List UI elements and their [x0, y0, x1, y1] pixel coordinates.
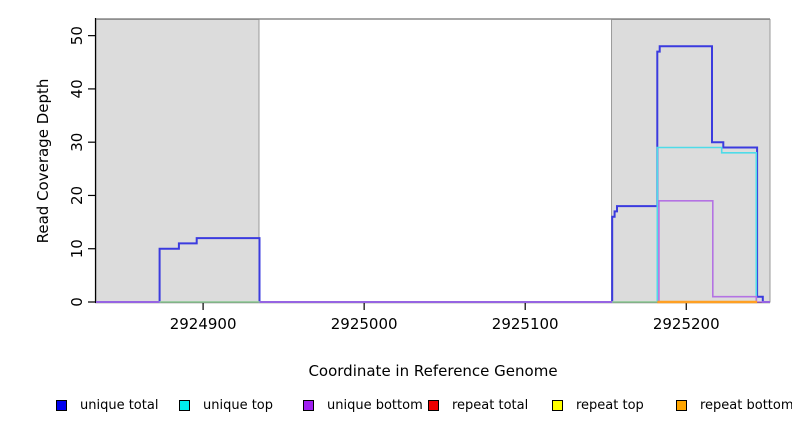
legend-item-unique-top: unique top [179, 396, 273, 414]
series-line [656, 146, 758, 302]
unique-total-swatch-icon [56, 399, 67, 411]
y-axis-title: Read Coverage Depth [34, 78, 52, 244]
y-tick-label: 40 [68, 79, 86, 98]
legend-item-unique-total: unique total [56, 396, 158, 414]
x-tick-label: 2925200 [653, 315, 720, 333]
legend-item-repeat-total: repeat total [428, 396, 528, 414]
legend-label: unique top [203, 397, 274, 413]
repeat-region-right [611, 19, 771, 303]
unique-bottom-swatch-icon [303, 399, 314, 411]
series-unique-top [656, 146, 758, 302]
x-axis-title: Coordinate in Reference Genome [308, 362, 558, 380]
y-tick-label: 20 [68, 186, 86, 205]
series-line [96, 45, 770, 303]
y-tick-label: 30 [68, 133, 86, 152]
repeat-bottom-swatch-icon [676, 399, 687, 411]
legend-label: repeat bottom [700, 397, 792, 413]
series-unique-total [96, 45, 770, 303]
repeat-region-left [95, 19, 260, 303]
repeat-top-swatch-icon [552, 399, 563, 411]
legend: unique total unique top unique bottom re… [0, 396, 792, 418]
legend-item-repeat-bottom: repeat bottom [676, 396, 792, 414]
y-tick-label: 10 [68, 239, 86, 258]
y-tick-label: 50 [68, 26, 86, 45]
legend-label: repeat top [576, 397, 644, 413]
unique-top-swatch-icon [179, 399, 190, 411]
legend-item-unique-bottom: unique bottom [303, 396, 423, 414]
x-tick-label: 2925100 [492, 315, 559, 333]
y-tick-label: 0 [68, 297, 86, 307]
x-tick-label: 2925000 [331, 315, 398, 333]
legend-item-repeat-top: repeat top [552, 396, 644, 414]
legend-label: unique bottom [327, 397, 423, 413]
x-tick-label: 2924900 [170, 315, 237, 333]
legend-label: repeat total [452, 397, 529, 413]
legend-label: unique total [80, 397, 159, 413]
repeat-total-swatch-icon [428, 399, 439, 411]
